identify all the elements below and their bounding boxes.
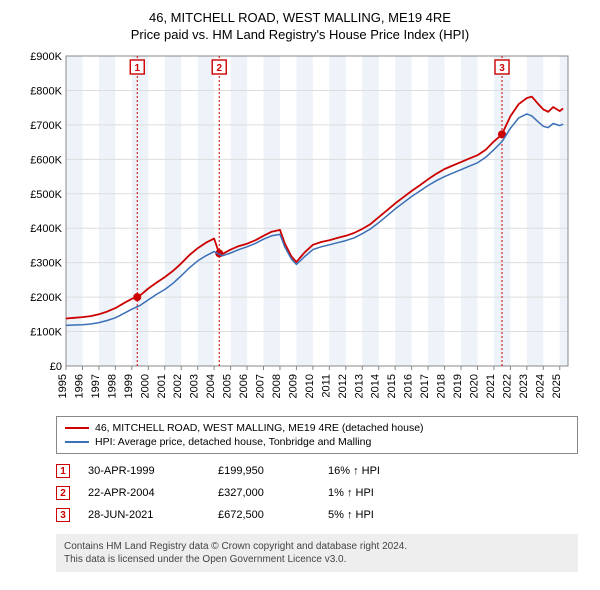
footnote: Contains HM Land Registry data © Crown c… [56,534,578,572]
svg-text:2018: 2018 [436,374,448,398]
svg-text:£200K: £200K [30,292,62,304]
svg-text:2012: 2012 [337,374,349,398]
svg-text:2002: 2002 [172,374,184,398]
svg-text:1: 1 [134,63,140,74]
sale-marker: 2 [56,486,70,500]
svg-text:2016: 2016 [403,374,415,398]
sale-date: 30-APR-1999 [88,465,218,477]
svg-text:2014: 2014 [370,374,382,398]
sale-date: 22-APR-2004 [88,487,218,499]
svg-text:£0: £0 [50,361,62,373]
sale-price: £199,950 [218,465,328,477]
title-block: 46, MITCHELL ROAD, WEST MALLING, ME19 4R… [10,10,590,42]
svg-text:2000: 2000 [139,374,151,398]
legend-swatch [65,427,89,429]
sale-row: 2 22-APR-2004£327,0001% ↑ HPI [56,482,578,504]
svg-text:2004: 2004 [205,374,217,398]
svg-text:3: 3 [499,63,505,74]
legend: 46, MITCHELL ROAD, WEST MALLING, ME19 4R… [56,416,578,454]
title-line-2: Price paid vs. HM Land Registry's House … [10,27,590,42]
legend-item: HPI: Average price, detached house, Tonb… [65,435,569,449]
svg-text:2005: 2005 [222,374,234,398]
legend-label: 46, MITCHELL ROAD, WEST MALLING, ME19 4R… [95,422,424,434]
svg-text:2019: 2019 [452,374,464,398]
svg-text:£600K: £600K [30,154,62,166]
sale-date: 28-JUN-2021 [88,509,218,521]
svg-text:£700K: £700K [30,120,62,132]
svg-text:2: 2 [216,63,222,74]
svg-text:£100K: £100K [30,327,62,339]
svg-text:2007: 2007 [255,374,267,398]
svg-text:1995: 1995 [57,374,69,398]
svg-text:2009: 2009 [287,374,299,398]
svg-text:2008: 2008 [271,374,283,398]
footnote-line-2: This data is licensed under the Open Gov… [64,553,570,566]
sale-row: 1 30-APR-1999£199,95016% ↑ HPI [56,460,578,482]
sale-pct: 5% ↑ HPI [328,509,448,521]
svg-text:£300K: £300K [30,258,62,270]
legend-swatch [65,441,89,443]
sale-price: £672,500 [218,509,328,521]
svg-text:1996: 1996 [73,374,85,398]
sale-row: 3 28-JUN-2021£672,5005% ↑ HPI [56,504,578,526]
chart-svg: £0 £100K £200K £300K £400K £500K £600K £700K £80… [20,48,580,408]
sale-pct: 16% ↑ HPI [328,465,448,477]
svg-text:2020: 2020 [468,374,480,398]
sales-table: 1 30-APR-1999£199,95016% ↑ HPI 2 22-APR-200… [56,460,578,526]
title-line-1: 46, MITCHELL ROAD, WEST MALLING, ME19 4R… [10,10,590,25]
svg-text:2024: 2024 [534,374,546,398]
svg-text:£900K: £900K [30,51,62,63]
sale-marker: 3 [56,508,70,522]
svg-text:2022: 2022 [501,374,513,398]
svg-text:2011: 2011 [320,374,332,398]
svg-text:1999: 1999 [123,374,135,398]
svg-text:2015: 2015 [386,374,398,398]
sale-pct: 1% ↑ HPI [328,487,448,499]
svg-text:1998: 1998 [106,374,118,398]
sale-price: £327,000 [218,487,328,499]
svg-text:2006: 2006 [238,374,250,398]
sale-marker: 1 [56,464,70,478]
svg-text:2001: 2001 [156,374,168,398]
footnote-line-1: Contains HM Land Registry data © Crown c… [64,540,570,553]
svg-text:£500K: £500K [30,189,62,201]
svg-text:2010: 2010 [304,374,316,398]
legend-label: HPI: Average price, detached house, Tonb… [95,436,371,448]
legend-item: 46, MITCHELL ROAD, WEST MALLING, ME19 4R… [65,421,569,435]
svg-text:1997: 1997 [90,374,102,398]
svg-text:2021: 2021 [485,374,497,398]
svg-text:£400K: £400K [30,223,62,235]
svg-text:2013: 2013 [353,374,365,398]
svg-text:2025: 2025 [551,374,563,398]
svg-text:2017: 2017 [419,374,431,398]
chart: £0 £100K £200K £300K £400K £500K £600K £700K £80… [20,48,580,408]
svg-text:2023: 2023 [518,374,530,398]
svg-text:2003: 2003 [189,374,201,398]
svg-text:£800K: £800K [30,85,62,97]
